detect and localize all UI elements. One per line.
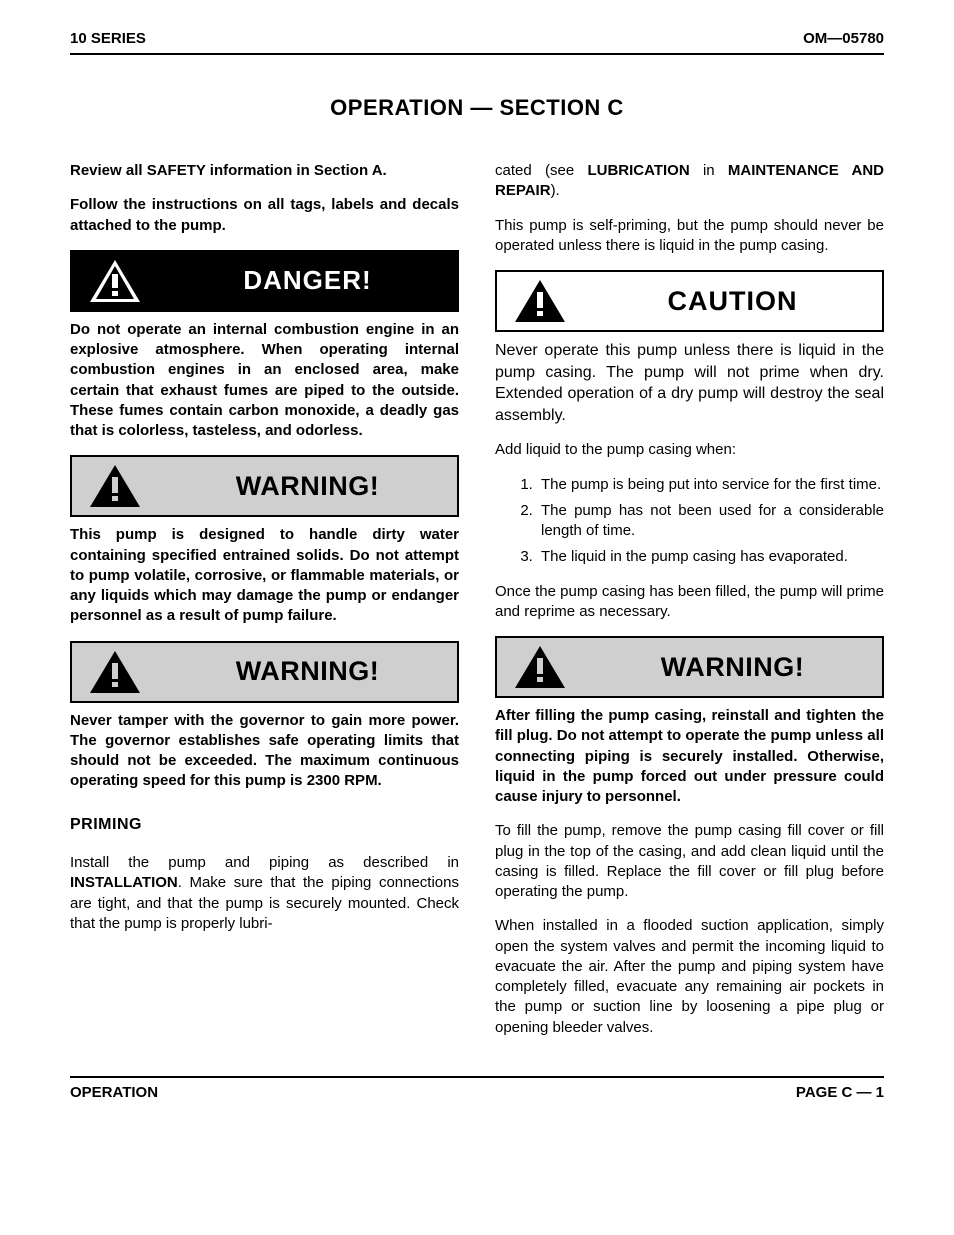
intro-paragraph-1: Review all SAFETY information in Section… [70, 161, 459, 181]
caution-banner: CAUTION [495, 270, 884, 332]
section-title: OPERATION — SECTION C [70, 95, 884, 121]
cont-a: cated (see [495, 162, 587, 179]
xref-lubrication: LUBRICATION [587, 162, 689, 179]
list-item: The pump has not been used for a conside… [537, 501, 884, 542]
add-liquid-list: The pump is being put into service for t… [495, 475, 884, 568]
danger-banner: DANGER! [70, 250, 459, 312]
priming-paragraph: Install the pump and piping as described… [70, 853, 459, 934]
prime-reprime-paragraph: Once the pump casing has been filled, th… [495, 582, 884, 623]
fill-pump-paragraph: To fill the pump, remove the pump casing… [495, 821, 884, 902]
warning-label-3: WARNING! [583, 638, 882, 696]
caution-text: Never operate this pump unless there is … [495, 340, 884, 426]
warning-label-1: WARNING! [158, 457, 457, 515]
cont-c: ). [551, 182, 560, 199]
caution-label: CAUTION [583, 272, 882, 330]
intro-paragraph-2: Follow the instructions on all tags, lab… [70, 195, 459, 236]
footer-right-text: PAGE C — 1 [796, 1084, 884, 1101]
add-liquid-intro: Add liquid to the pump casing when: [495, 440, 884, 460]
header-left-text: 10 SERIES [70, 30, 146, 47]
page-header: 10 SERIES OM—05780 [70, 30, 884, 55]
danger-label: DANGER! [158, 252, 457, 310]
danger-text: Do not operate an internal combustion en… [70, 320, 459, 442]
right-column: cated (see LUBRICATION in MAINTENANCE AN… [495, 161, 884, 1052]
warning-text-1: This pump is designed to handle dirty wa… [70, 525, 459, 626]
self-priming-paragraph: This pump is self-priming, but the pump … [495, 216, 884, 257]
footer-left-text: OPERATION [70, 1084, 158, 1101]
alert-triangle-icon [72, 643, 158, 701]
warning-banner-1: WARNING! [70, 455, 459, 517]
alert-triangle-icon [72, 252, 158, 310]
header-right-text: OM—05780 [803, 30, 884, 47]
left-column: Review all SAFETY information in Section… [70, 161, 459, 1052]
warning-text-3: After filling the pump casing, reinstall… [495, 706, 884, 807]
cont-b: in [690, 162, 728, 179]
alert-triangle-icon [72, 457, 158, 515]
xref-installation: INSTALLATION [70, 874, 178, 891]
warning-banner-2: WARNING! [70, 641, 459, 703]
list-item: The liquid in the pump casing has evapor… [537, 547, 884, 567]
document-page: 10 SERIES OM—05780 OPERATION — SECTION C… [0, 0, 954, 1121]
priming-heading: PRIMING [70, 814, 459, 836]
two-column-body: Review all SAFETY information in Section… [70, 161, 884, 1052]
warning-banner-3: WARNING! [495, 636, 884, 698]
page-footer: OPERATION PAGE C — 1 [70, 1076, 884, 1101]
warning-text-2: Never tamper with the governor to gain m… [70, 711, 459, 792]
alert-triangle-icon [497, 272, 583, 330]
continuation-paragraph: cated (see LUBRICATION in MAINTENANCE AN… [495, 161, 884, 202]
flooded-suction-paragraph: When installed in a flooded suction appl… [495, 916, 884, 1038]
warning-label-2: WARNING! [158, 643, 457, 701]
alert-triangle-icon [497, 638, 583, 696]
priming-text-a: Install the pump and piping as described… [70, 854, 459, 871]
list-item: The pump is being put into service for t… [537, 475, 884, 495]
